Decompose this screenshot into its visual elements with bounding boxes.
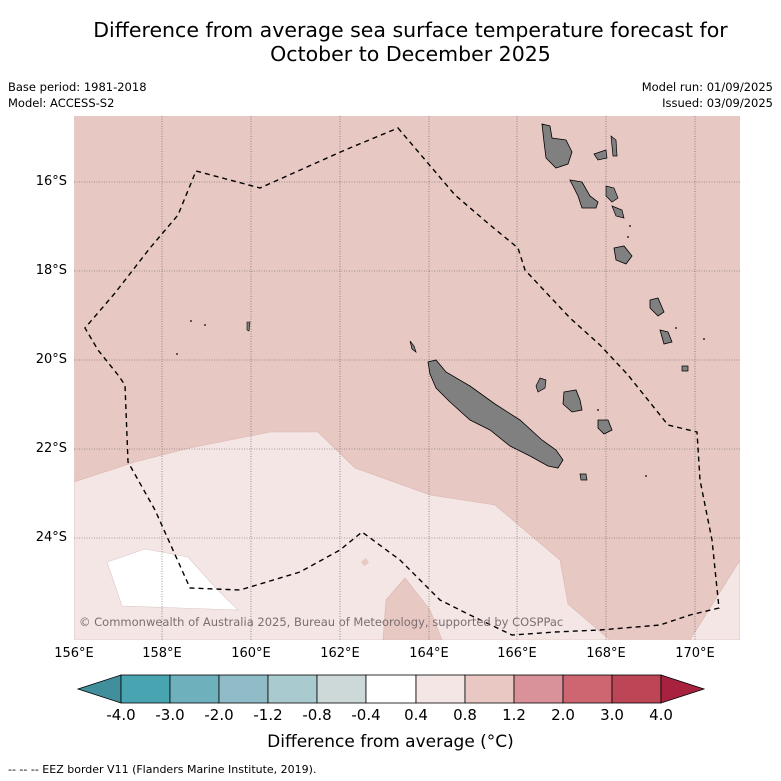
anomaly-spot <box>361 558 369 566</box>
meta-right: Model run: 01/09/2025 Issued: 03/09/2025 <box>642 79 773 111</box>
efate-island <box>613 245 633 265</box>
lon-label: 156°E <box>54 646 94 661</box>
colorbar-bin <box>415 674 466 704</box>
colorbar <box>76 674 706 704</box>
ambrym-island <box>605 185 619 203</box>
colorbar-tick: -0.8 <box>302 706 332 724</box>
lifou-island <box>562 389 583 413</box>
colorbar-bin <box>464 674 515 704</box>
maewo-island <box>593 149 608 161</box>
lat-label: 16°S <box>35 174 67 189</box>
colorbar-bin <box>562 674 613 704</box>
lon-label: 160°E <box>231 646 271 661</box>
lon-label: 170°E <box>675 646 715 661</box>
colorbar-bin <box>513 674 564 704</box>
colorbar-bin <box>365 674 417 704</box>
colorbar-tick: 3.0 <box>600 706 624 724</box>
copyright-notice: © Commonwealth of Australia 2025, Bureau… <box>79 615 564 629</box>
aneityum-island <box>681 365 689 372</box>
isle-of-pines <box>579 473 588 481</box>
colorbar-bin <box>169 674 220 704</box>
colorbar-label: Difference from average (°C) <box>267 732 514 752</box>
anomaly-0.8-1.2-tongue <box>382 577 443 640</box>
colorbar-bin <box>267 674 318 704</box>
malakula-island <box>569 179 599 209</box>
colorbar-tick: -1.2 <box>253 706 283 724</box>
colorbar-extend-low <box>76 674 122 704</box>
colorbar-tick: -4.0 <box>106 706 136 724</box>
espiritu-santo-island <box>541 123 573 169</box>
erromango-island <box>649 297 665 317</box>
colorbar-bin <box>316 674 367 704</box>
anomaly-0.4-0.8-region-east <box>689 559 740 640</box>
colorbar-tick: 0.8 <box>453 706 477 724</box>
map-area <box>74 116 740 640</box>
mare-island <box>597 419 613 435</box>
title-line-2: October to December 2025 <box>270 42 551 66</box>
lon-label: 158°E <box>142 646 182 661</box>
colorbar-tick: 1.2 <box>502 706 526 724</box>
lat-label: 24°S <box>35 530 67 545</box>
meta-left: Base period: 1981-2018 Model: ACCESS-S2 <box>8 79 147 111</box>
lon-label: 162°E <box>320 646 360 661</box>
colorbar-bin <box>218 674 269 704</box>
colorbar-tick: -3.0 <box>155 706 185 724</box>
colorbar-bin <box>611 674 662 704</box>
colorbar-extend-high <box>660 674 706 704</box>
colorbar-tick: -0.4 <box>351 706 381 724</box>
lon-label: 164°E <box>409 646 449 661</box>
model-name: Model: ACCESS-S2 <box>8 96 115 110</box>
issued-date: Issued: 03/09/2025 <box>662 96 773 110</box>
small-islets <box>176 225 705 477</box>
tanna-island <box>659 329 673 345</box>
pentecost-island <box>610 135 618 157</box>
lon-label: 168°E <box>586 646 626 661</box>
lat-label: 20°S <box>35 352 67 367</box>
lat-label: 18°S <box>35 263 67 278</box>
chart-title: Difference from average sea surface temp… <box>0 18 781 66</box>
colorbar-tick: -2.0 <box>204 706 234 724</box>
new-caledonia-island <box>427 359 564 469</box>
lon-label: 166°E <box>497 646 537 661</box>
title-line-1: Difference from average sea surface temp… <box>93 18 728 42</box>
chesterfield-islet <box>246 321 251 332</box>
model-run: Model run: 01/09/2025 <box>641 80 773 94</box>
belep-islands <box>409 340 417 353</box>
epi-island <box>611 205 625 219</box>
base-period: Base period: 1981-2018 <box>8 80 147 94</box>
graticule <box>74 116 740 640</box>
anomaly-near-zero-region <box>106 548 239 611</box>
lat-label: 22°S <box>35 441 67 456</box>
eez-legend-note: -- -- -- EEZ border V11 (Flanders Marine… <box>8 763 317 776</box>
ouvea-island <box>535 377 547 393</box>
eez-border <box>84 127 720 636</box>
colorbar-tick: 0.4 <box>404 706 428 724</box>
colorbar-bin <box>120 674 171 704</box>
colorbar-tick: 2.0 <box>551 706 575 724</box>
colorbar-tick: 4.0 <box>649 706 673 724</box>
